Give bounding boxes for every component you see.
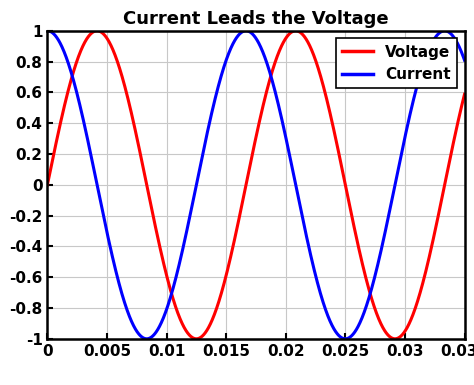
Voltage xyxy=(374,310,379,315)
Voltage xyxy=(237,214,242,218)
Current xyxy=(66,62,72,67)
Line: Current: Current xyxy=(47,31,465,339)
Current xyxy=(45,28,50,33)
Current xyxy=(450,33,456,38)
Current xyxy=(373,270,379,274)
Voltage xyxy=(193,336,199,341)
Voltage xyxy=(450,143,456,148)
Current xyxy=(462,58,467,62)
Voltage xyxy=(450,144,456,149)
Voltage xyxy=(94,28,100,33)
Line: Voltage: Voltage xyxy=(47,31,465,339)
Voltage xyxy=(45,182,50,187)
Voltage xyxy=(66,87,72,91)
Legend: Voltage, Current: Voltage, Current xyxy=(336,38,457,88)
Current xyxy=(237,32,242,37)
Voltage xyxy=(462,92,467,97)
Title: Current Leads the Voltage: Current Leads the Voltage xyxy=(123,10,389,28)
Voltage xyxy=(248,160,254,165)
Current xyxy=(449,33,455,38)
Current xyxy=(247,30,253,35)
Current xyxy=(144,336,150,341)
